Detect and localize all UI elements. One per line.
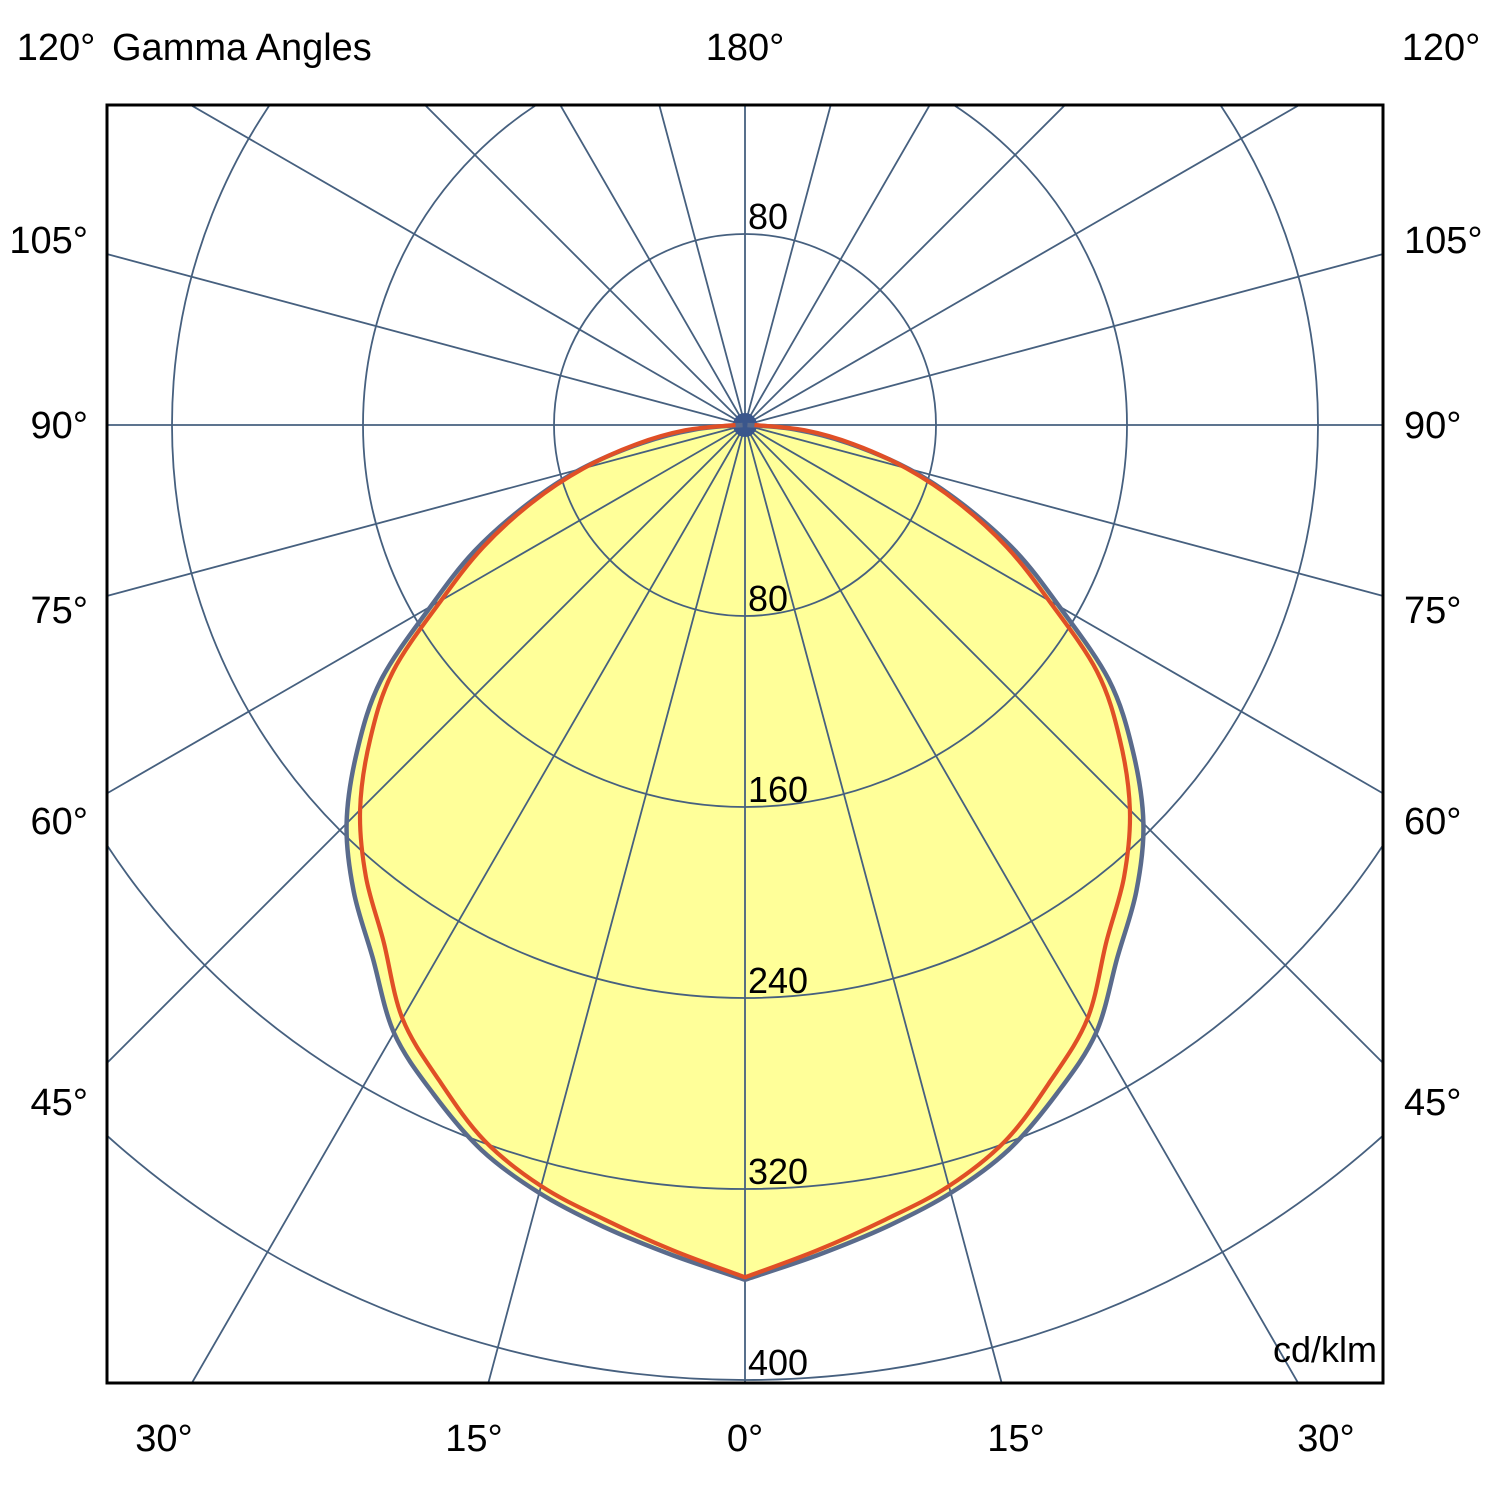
grid-radial-285 <box>107 424 746 597</box>
gamma-label-bottom-15: 15° <box>987 1418 1044 1460</box>
gamma-label-bottom--15: 15° <box>445 1418 502 1460</box>
gamma-label-left-75: 75° <box>31 590 88 632</box>
grid-radial-315 <box>107 424 746 1065</box>
ring-label-80: 80 <box>748 578 788 619</box>
corner-angle-label-top-right: 120° <box>1401 27 1481 69</box>
ring-label-160: 160 <box>748 769 808 810</box>
polar-origin-hub <box>733 413 757 437</box>
grid-radial-195 <box>658 105 746 426</box>
grid-radial-150 <box>744 105 931 426</box>
gamma-label-left-90: 90° <box>31 405 88 447</box>
gamma-label-bottom--30: 30° <box>135 1418 192 1460</box>
gamma-label-right-60: 60° <box>1404 801 1461 843</box>
grid-radial-15 <box>744 424 1003 1383</box>
ring-label-240: 240 <box>748 960 808 1001</box>
unit-label: cd/klm <box>1272 1329 1377 1370</box>
gamma-label-bottom-0: 0° <box>727 1418 763 1460</box>
gamma-label-left-105: 105° <box>9 220 88 262</box>
grid-radial-240 <box>188 105 746 426</box>
gamma-label-left-60: 60° <box>31 801 88 843</box>
grid-radial-210 <box>559 105 746 426</box>
gamma-label-bottom-30: 30° <box>1297 1418 1354 1460</box>
ring-label-top-80: 80 <box>748 196 788 237</box>
grid-radial-225 <box>423 105 746 426</box>
corner-angle-label-top-left: 120° <box>16 27 96 69</box>
grid-radial-330 <box>190 424 746 1383</box>
gamma-label-right-90: 90° <box>1404 405 1461 447</box>
plot-border <box>105 103 1385 1385</box>
gamma-label-left-45: 45° <box>31 1082 88 1124</box>
gamma-label-right-75: 75° <box>1404 590 1461 632</box>
ring-label-320: 320 <box>748 1151 808 1192</box>
curve-c0-c180 <box>344 422 1146 1282</box>
curve-c90-c270 <box>357 422 1133 1280</box>
grid-radial-105 <box>744 253 1383 426</box>
gamma-label-right-45: 45° <box>1404 1082 1461 1124</box>
grid-radial-60 <box>744 424 1383 795</box>
grid-radial-135 <box>744 105 1067 426</box>
grid-radial-165 <box>744 105 832 426</box>
page-title: Gamma Angles <box>112 27 372 69</box>
grid-radial-300 <box>107 424 746 795</box>
top-angle-label-180: 180° <box>705 27 785 69</box>
gamma-label-right-105: 105° <box>1404 220 1483 262</box>
ring-label-400: 400 <box>748 1342 808 1383</box>
grid-radial-255 <box>107 253 746 426</box>
grid-radial-45 <box>744 424 1383 1065</box>
grid-radial-120 <box>744 105 1302 426</box>
grid-radial-75 <box>744 424 1383 597</box>
grid-radial-30 <box>744 424 1300 1383</box>
grid-radial-345 <box>487 424 746 1383</box>
